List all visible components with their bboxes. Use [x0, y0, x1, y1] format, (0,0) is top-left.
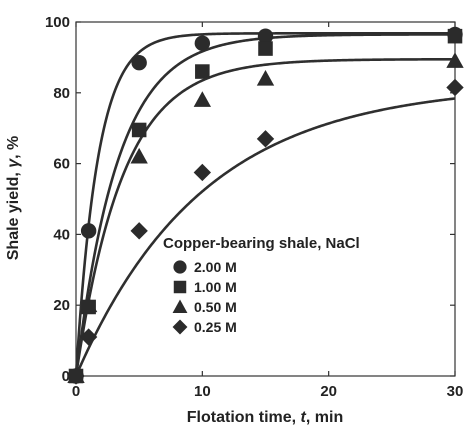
- data-point-triangle: [79, 296, 98, 313]
- fit-curve-diamond: [74, 97, 456, 377]
- axes: [75, 21, 456, 377]
- data-points: [67, 26, 464, 385]
- y-tick-label: 100: [45, 14, 70, 31]
- legend: Copper-bearing shale, NaCl 2.00 M 1.00 M 0…: [163, 235, 360, 335]
- data-point-circle: [257, 28, 274, 44]
- y-axis-label: Shale yield, γ, %: [5, 136, 22, 261]
- data-point-diamond: [256, 130, 275, 148]
- x-axis-label: Flotation time, t, min: [187, 409, 343, 426]
- legend-marker-square: [173, 280, 187, 294]
- x-tick-label: 0: [72, 383, 80, 400]
- data-point-diamond: [67, 367, 85, 385]
- data-point-square: [447, 28, 463, 44]
- data-point-diamond: [79, 328, 98, 346]
- data-point-circle: [194, 35, 211, 51]
- data-point-diamond: [130, 222, 148, 240]
- legend-label: 1.00 M: [194, 279, 237, 295]
- data-point-triangle: [193, 91, 212, 107]
- legend-marker-triangle: [172, 299, 188, 313]
- legend-label: 0.50 M: [194, 299, 237, 315]
- legend-title: Copper-bearing shale, NaCl: [163, 235, 360, 252]
- data-point-diamond: [446, 78, 464, 97]
- x-tick-label: 20: [320, 383, 337, 400]
- data-point-square: [258, 41, 273, 56]
- y-tick-label: 20: [53, 297, 70, 314]
- plot-frame: [75, 21, 456, 377]
- fit-curve-triangle: [74, 57, 455, 377]
- y-tick-label: 40: [53, 226, 70, 243]
- data-point-square: [131, 122, 147, 138]
- data-point-triangle: [256, 69, 275, 86]
- y-tick-label: 60: [53, 156, 70, 173]
- legend-label: 0.25 M: [194, 319, 237, 335]
- legend-marker-circle: [173, 260, 187, 274]
- y-tick-label: 80: [53, 85, 70, 102]
- legend-marker-diamond: [172, 319, 188, 335]
- x-tick-label: 30: [447, 383, 464, 400]
- data-point-circle: [131, 55, 147, 71]
- data-point-triangle: [130, 147, 148, 164]
- ticks: 0 10 20 30 0 20 40 60 80 100: [45, 14, 463, 400]
- x-tick-label: 10: [194, 383, 211, 400]
- data-point-circle: [80, 223, 97, 239]
- fit-curve-square: [74, 33, 455, 377]
- data-point-square: [195, 64, 210, 79]
- data-point-diamond: [193, 163, 212, 182]
- y-tick-label: 0: [62, 368, 70, 385]
- legend-label: 2.00 M: [194, 259, 237, 275]
- data-point-triangle: [446, 52, 464, 68]
